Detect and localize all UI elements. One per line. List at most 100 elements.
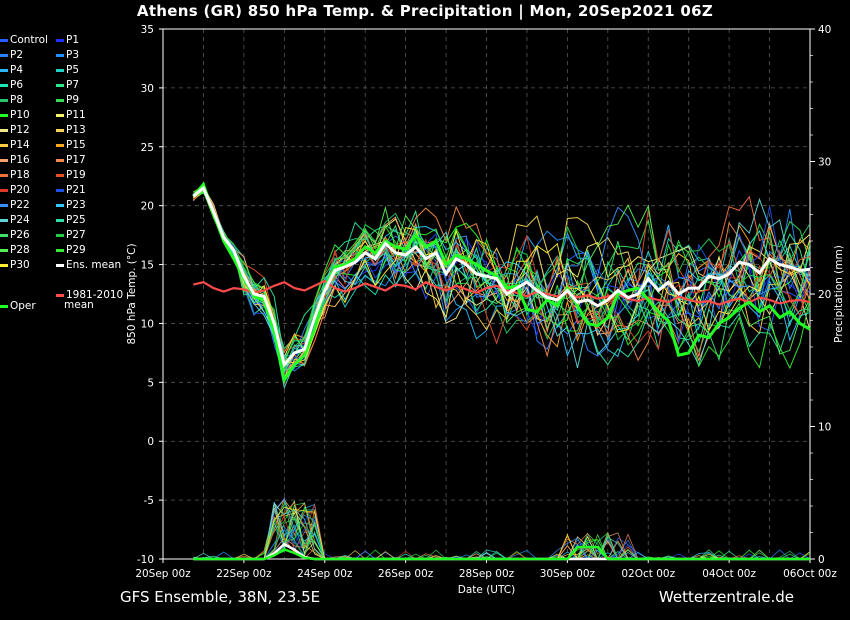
x-tick-label: 02Oct 00z bbox=[621, 568, 675, 580]
legend-swatch bbox=[56, 38, 64, 42]
legend-item-p9: P9 bbox=[56, 93, 79, 107]
legend-swatch bbox=[0, 158, 8, 162]
legend-label: P15 bbox=[66, 139, 86, 151]
x-tick-label: 24Sep 00z bbox=[297, 568, 353, 580]
legend-item-p26: P26 bbox=[0, 228, 30, 242]
legend-label: P8 bbox=[10, 94, 24, 106]
legend-item-p2: P2 bbox=[0, 48, 23, 62]
legend-item-p11: P11 bbox=[56, 108, 86, 122]
member-line-p27 bbox=[193, 187, 811, 370]
legend-label: P5 bbox=[66, 64, 80, 76]
legend-item-climate-mean: 1981-2010 bbox=[56, 288, 123, 302]
legend-label: P27 bbox=[66, 229, 86, 241]
legend-item-p17: P17 bbox=[56, 153, 86, 167]
legend-item-p10: P10 bbox=[0, 108, 30, 122]
legend-label: P29 bbox=[66, 244, 86, 256]
legend-swatch bbox=[0, 128, 8, 132]
y2-tick-label: 40 bbox=[818, 24, 831, 36]
legend-swatch bbox=[0, 143, 8, 147]
legend-swatch bbox=[56, 113, 64, 117]
legend-swatch bbox=[56, 293, 64, 297]
legend-label: P12 bbox=[10, 124, 30, 136]
legend-swatch bbox=[0, 263, 8, 267]
legend-item-p18: P18 bbox=[0, 168, 30, 182]
legend-item-p24: P24 bbox=[0, 213, 30, 227]
legend-item-p12: P12 bbox=[0, 123, 30, 137]
y2-tick-label: 0 bbox=[818, 554, 825, 566]
y-tick-label: 35 bbox=[141, 24, 154, 36]
legend-swatch bbox=[56, 203, 64, 207]
y-tick-label: 5 bbox=[147, 377, 154, 389]
y-tick-label: 15 bbox=[141, 260, 154, 272]
member-line-p19 bbox=[192, 186, 811, 352]
member-line-p23 bbox=[192, 184, 811, 370]
legend-swatch bbox=[0, 83, 8, 87]
legend-label: P20 bbox=[10, 184, 30, 196]
legend-label: P30 bbox=[10, 259, 30, 271]
legend-swatch bbox=[56, 68, 64, 72]
legend-item-p4: P4 bbox=[0, 63, 23, 77]
y-tick-label: -5 bbox=[144, 495, 154, 507]
legend-item-p7: P7 bbox=[56, 78, 79, 92]
legend-label: 1981-2010 bbox=[66, 289, 124, 301]
member-line-p21 bbox=[192, 187, 811, 375]
legend-swatch bbox=[0, 98, 8, 102]
member-line-p29 bbox=[193, 192, 811, 370]
legend-swatch bbox=[56, 53, 64, 57]
legend-swatch bbox=[56, 218, 64, 222]
legend-swatch bbox=[56, 98, 64, 102]
legend-swatch bbox=[0, 188, 8, 192]
legend-item-p8: P8 bbox=[0, 93, 23, 107]
legend-swatch bbox=[56, 83, 64, 87]
legend-item-p28: P28 bbox=[0, 243, 30, 257]
y-tick-label: 0 bbox=[147, 436, 154, 448]
legend-label: P16 bbox=[10, 154, 30, 166]
legend-swatch bbox=[0, 68, 8, 72]
legend-label: P19 bbox=[66, 169, 86, 181]
y-tick-label: -10 bbox=[137, 554, 154, 566]
y-tick-label: 10 bbox=[141, 318, 154, 330]
legend-swatch bbox=[56, 128, 64, 132]
x-tick-label: 22Sep 00z bbox=[216, 568, 272, 580]
legend-item-oper: Oper bbox=[0, 299, 36, 313]
legend-label: P4 bbox=[10, 64, 24, 76]
legend-swatch bbox=[56, 248, 64, 252]
y2-tick-label: 30 bbox=[818, 157, 831, 169]
ensemble-mean-line bbox=[192, 185, 811, 368]
x-tick-label: 20Sep 00z bbox=[135, 568, 191, 580]
legend-item-p19: P19 bbox=[56, 168, 86, 182]
footer-model-info: GFS Ensemble, 38N, 23.5E bbox=[120, 588, 321, 606]
legend-item-p16: P16 bbox=[0, 153, 30, 167]
legend-label: P25 bbox=[66, 214, 86, 226]
legend-item-control: Control bbox=[0, 33, 48, 47]
legend-label: P22 bbox=[10, 199, 30, 211]
legend-label: P13 bbox=[66, 124, 86, 136]
y-axis-label: 850 hPa Temp. (°C) bbox=[126, 243, 138, 344]
member-line-p14 bbox=[192, 188, 811, 385]
x-axis-label: Date (UTC) bbox=[458, 584, 515, 596]
legend-label: P17 bbox=[66, 154, 86, 166]
x-tick-label: 28Sep 00z bbox=[459, 568, 515, 580]
legend-swatch bbox=[0, 173, 8, 177]
legend-label: P7 bbox=[66, 79, 80, 91]
oper-line bbox=[192, 181, 811, 384]
legend-swatch bbox=[0, 233, 8, 237]
legend-swatch bbox=[56, 143, 64, 147]
legend-swatch bbox=[56, 263, 64, 267]
legend-item-p21: P21 bbox=[56, 183, 86, 197]
legend-item-p23: P23 bbox=[56, 198, 86, 212]
x-tick-label: 04Oct 00z bbox=[702, 568, 756, 580]
y2-tick-label: 20 bbox=[818, 289, 831, 301]
legend-swatch bbox=[56, 188, 64, 192]
legend: Control P1 P2 P3 P4 P5 P6 P7 P8 P9 P10 P11 P12 P13 P14… bbox=[0, 33, 130, 323]
legend-swatch bbox=[0, 113, 8, 117]
legend-item-p3: P3 bbox=[56, 48, 79, 62]
legend-swatch bbox=[56, 158, 64, 162]
legend-item-p27: P27 bbox=[56, 228, 86, 242]
member-line-p18 bbox=[192, 184, 811, 374]
x-tick-label: 26Sep 00z bbox=[378, 568, 434, 580]
legend-label: P28 bbox=[10, 244, 30, 256]
legend-label: P9 bbox=[66, 94, 80, 106]
